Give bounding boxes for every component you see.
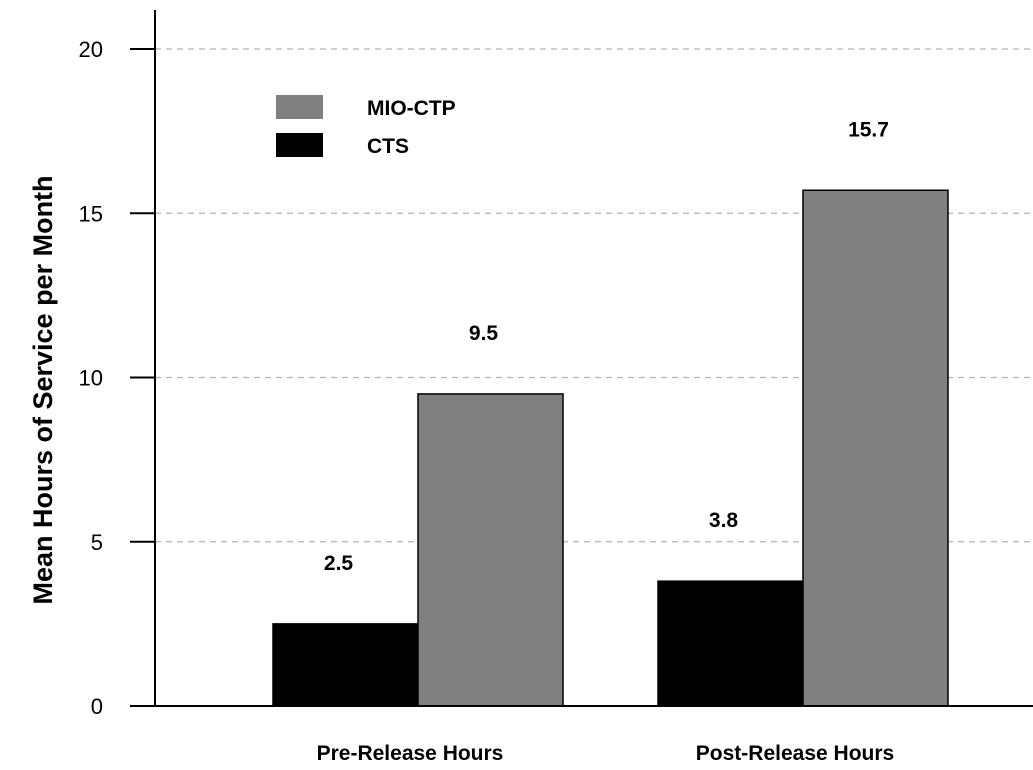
bar-cts-post bbox=[657, 580, 804, 707]
legend-swatch-cts bbox=[276, 133, 323, 157]
y-tick-label-15: 15 bbox=[79, 201, 103, 226]
legend: MIO-CTP CTS bbox=[276, 95, 456, 158]
value-label-cts-pre: 2.5 bbox=[324, 552, 354, 575]
y-tick-label-20: 20 bbox=[79, 37, 103, 62]
axis-layer bbox=[130, 10, 1033, 707]
bar-mio-ctp-pre bbox=[417, 393, 564, 707]
legend-label-cts: CTS bbox=[367, 135, 409, 158]
y-tick-label-0: 0 bbox=[91, 694, 103, 719]
bars-layer bbox=[272, 189, 949, 707]
value-label-mio-ctp-pre: 9.5 bbox=[469, 322, 499, 345]
y-axis-title: Mean Hours of Service per Month bbox=[28, 175, 58, 604]
x-category-label-0: Pre-Release Hours bbox=[317, 742, 504, 765]
value-label-mio-ctp-post: 15.7 bbox=[848, 118, 889, 141]
labels-layer: 2.5 9.5 Pre-Release Hours 3.8 15.7 Post-Relea… bbox=[317, 118, 895, 765]
legend-swatch-mio-ctp bbox=[276, 95, 323, 119]
bar-mio-ctp-post bbox=[802, 189, 949, 707]
y-tick-label-5: 5 bbox=[91, 530, 103, 555]
y-tick-label-10: 10 bbox=[79, 366, 103, 391]
value-label-cts-post: 3.8 bbox=[709, 509, 739, 532]
bar-cts-pre bbox=[272, 623, 419, 707]
legend-label-mio-ctp: MIO-CTP bbox=[367, 97, 456, 120]
ticks-layer: 0 5 10 15 20 bbox=[79, 37, 155, 719]
x-category-label-1: Post-Release Hours bbox=[696, 742, 894, 765]
